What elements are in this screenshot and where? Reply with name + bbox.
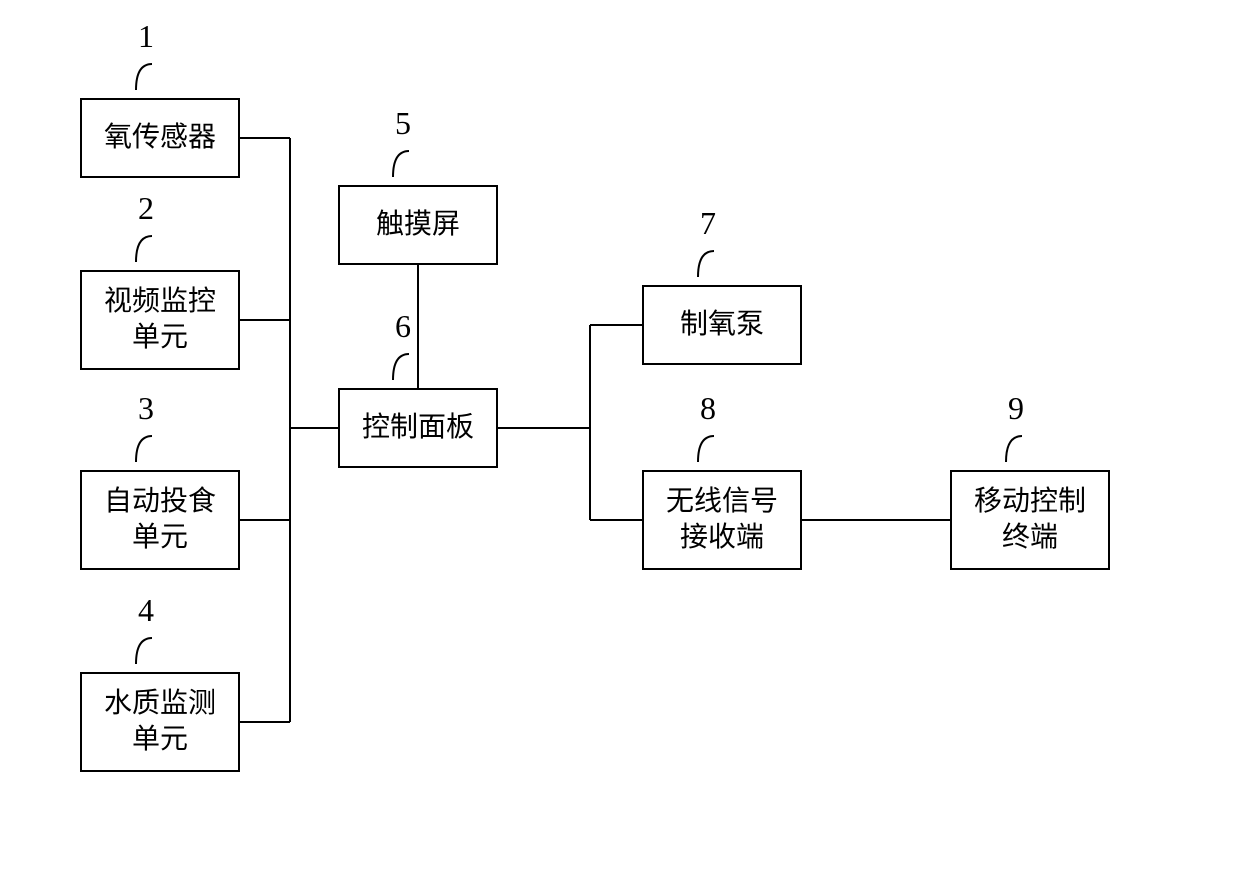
leader-line-n7 xyxy=(692,247,720,279)
node-box-n9: 移动控制 终端 xyxy=(950,470,1110,570)
node-number-n3: 3 xyxy=(138,390,154,427)
node-box-n7: 制氧泵 xyxy=(642,285,802,365)
node-number-n4: 4 xyxy=(138,592,154,629)
node-number-n5: 5 xyxy=(395,105,411,142)
leader-line-n1 xyxy=(130,60,158,92)
node-box-n1: 氧传感器 xyxy=(80,98,240,178)
leader-line-n4 xyxy=(130,634,158,666)
leader-line-n3 xyxy=(130,432,158,464)
node-box-n6: 控制面板 xyxy=(338,388,498,468)
leader-line-n8 xyxy=(692,432,720,464)
leader-line-n6 xyxy=(387,350,415,382)
node-number-n6: 6 xyxy=(395,308,411,345)
node-number-n1: 1 xyxy=(138,18,154,55)
node-number-n7: 7 xyxy=(700,205,716,242)
node-box-n2: 视频监控 单元 xyxy=(80,270,240,370)
node-number-n9: 9 xyxy=(1008,390,1024,427)
leader-line-n5 xyxy=(387,147,415,179)
node-box-n4: 水质监测 单元 xyxy=(80,672,240,772)
node-box-n8: 无线信号 接收端 xyxy=(642,470,802,570)
node-number-n8: 8 xyxy=(700,390,716,427)
node-box-n5: 触摸屏 xyxy=(338,185,498,265)
node-box-n3: 自动投食 单元 xyxy=(80,470,240,570)
node-number-n2: 2 xyxy=(138,190,154,227)
leader-line-n2 xyxy=(130,232,158,264)
leader-line-n9 xyxy=(1000,432,1028,464)
